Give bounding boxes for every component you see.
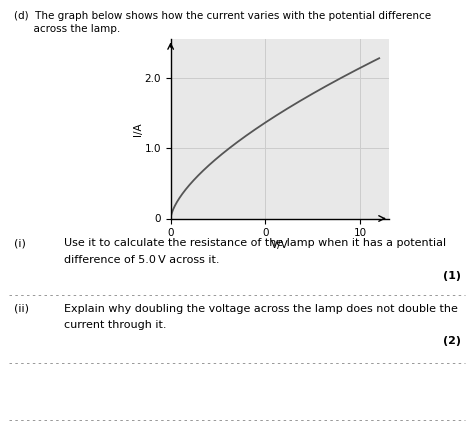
Text: (d)  The graph below shows how the current varies with the potential difference: (d) The graph below shows how the curren…: [14, 11, 431, 21]
Text: (1): (1): [443, 271, 461, 281]
Text: current through it.: current through it.: [64, 320, 166, 330]
Text: Use it to calculate the resistance of the lamp when it has a potential: Use it to calculate the resistance of th…: [64, 238, 446, 248]
Text: across the lamp.: across the lamp.: [14, 24, 120, 34]
Text: difference of 5.0 V across it.: difference of 5.0 V across it.: [64, 255, 219, 265]
Text: (i): (i): [14, 238, 26, 248]
Text: Explain why doubling the voltage across the lamp does not double the: Explain why doubling the voltage across …: [64, 304, 458, 314]
Text: (2): (2): [443, 336, 461, 347]
Y-axis label: I/A: I/A: [133, 122, 143, 136]
Text: (ii): (ii): [14, 304, 29, 314]
X-axis label: V/V: V/V: [271, 239, 289, 250]
